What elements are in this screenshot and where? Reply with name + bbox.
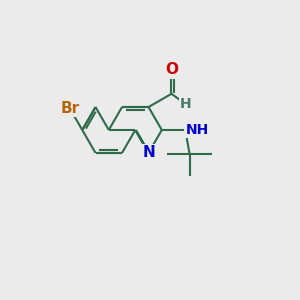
Text: NH: NH xyxy=(185,123,208,137)
Text: H: H xyxy=(180,98,192,111)
Text: O: O xyxy=(165,62,178,77)
Text: N: N xyxy=(142,146,155,160)
Text: Br: Br xyxy=(60,101,79,116)
